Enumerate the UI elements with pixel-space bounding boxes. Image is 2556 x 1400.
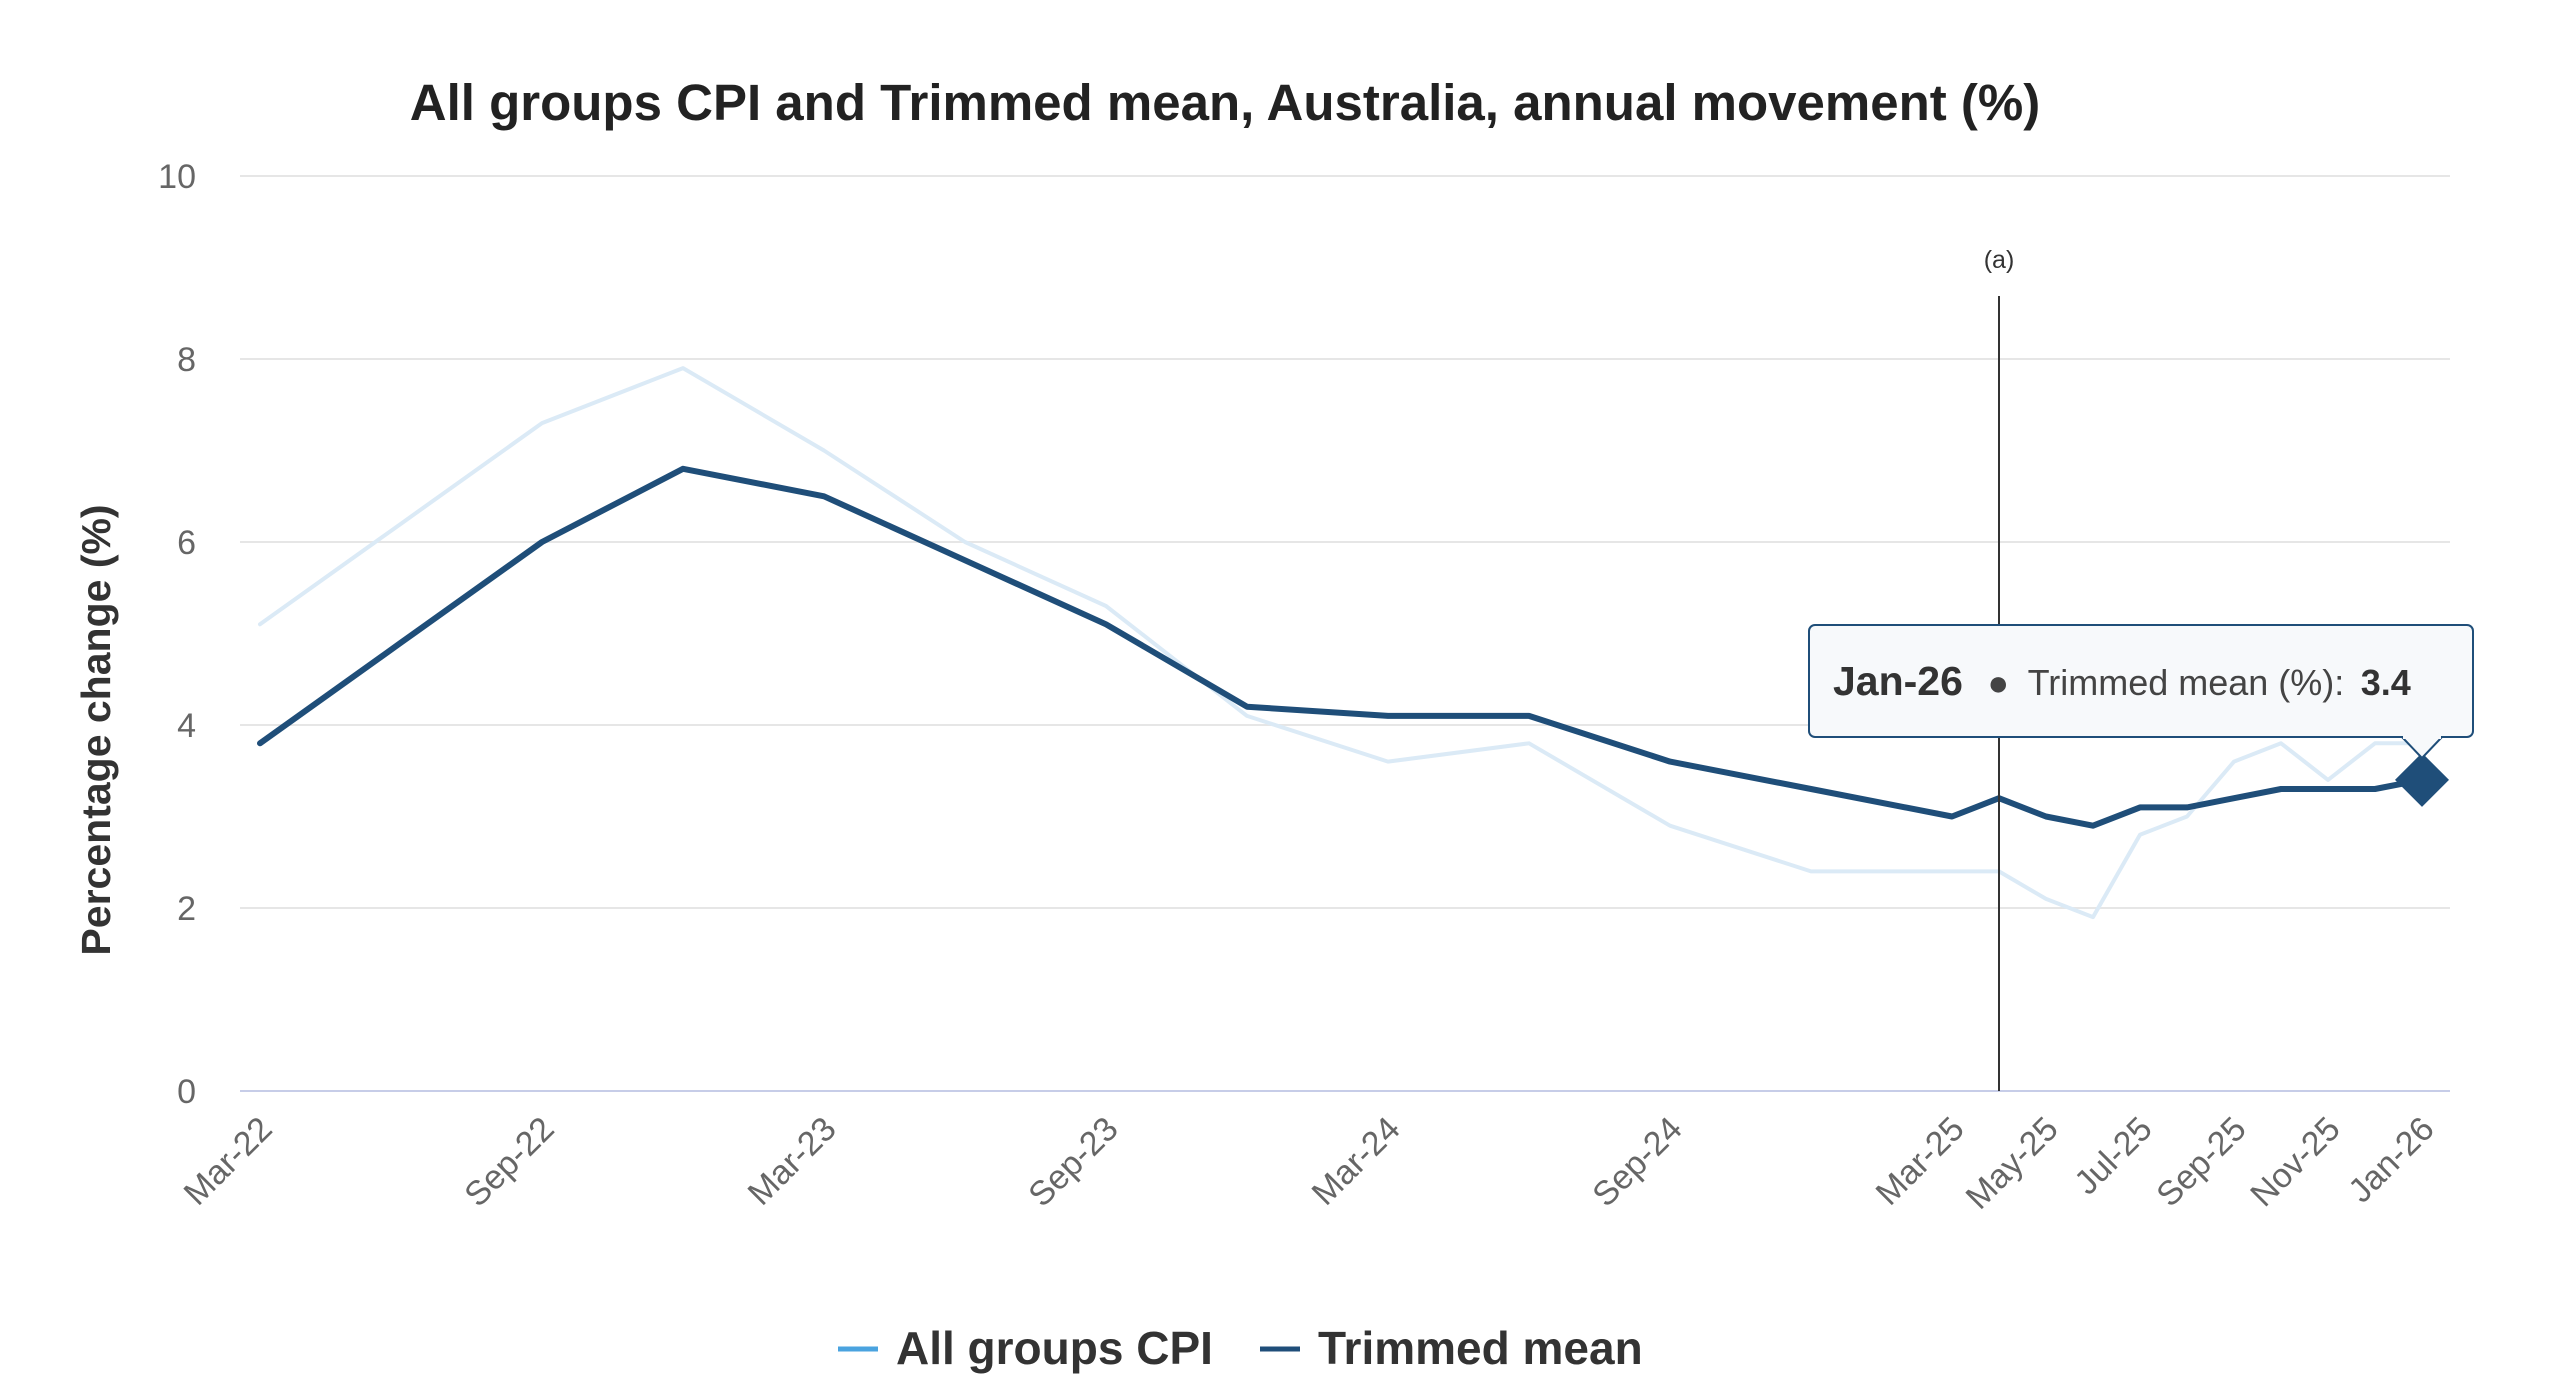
series-line-all-groups-cpi: [258, 366, 2424, 920]
x-axis-ticks: Mar-22 Sep-22 Mar-23 Sep-23 Mar-24 Sep-24 Mar-…: [177, 1110, 2442, 1217]
y-tick-label-8: 8: [177, 341, 196, 379]
y-tick-label-2: 2: [177, 890, 196, 928]
x-tick-label-Sep-25: Sep-25: [2149, 1110, 2253, 1214]
y-tick-label-10: 10: [158, 158, 196, 196]
x-tick-label-Sep-23: Sep-23: [1021, 1110, 1125, 1214]
legend-item-all-groups-cpi[interactable]: All groups CPI: [838, 1322, 1213, 1374]
x-tick-label-May-25: May-25: [1959, 1110, 2066, 1217]
y-axis-ticks: 0 2 4 6 8 10: [158, 158, 196, 1111]
legend-label-all-groups-cpi: All groups CPI: [896, 1322, 1213, 1374]
legend: All groups CPI Trimmed mean: [838, 1322, 1643, 1374]
x-tick-label-Sep-24: Sep-24: [1585, 1110, 1689, 1214]
annotation-label: (a): [1984, 246, 2015, 274]
chart-title: All groups CPI and Trimmed mean, Austral…: [410, 74, 2040, 131]
series-line-trimmed-mean: [257, 465, 2425, 829]
x-tick-label-Mar-24: Mar-24: [1305, 1110, 1408, 1213]
hover-marker: [2395, 752, 2449, 807]
hover-marker-diamond: [2395, 752, 2449, 807]
tooltip-bullet: ●: [1987, 662, 2009, 703]
tooltip-value: 3.4: [2361, 662, 2411, 703]
legend-item-trimmed-mean[interactable]: Trimmed mean: [1260, 1322, 1643, 1374]
tooltip-series-label: Trimmed mean (%):: [2028, 662, 2345, 703]
tooltip: Jan-26 ● Trimmed mean (%): 3.4: [1808, 624, 2474, 760]
x-tick-label-Mar-25: Mar-25: [1869, 1110, 1972, 1213]
x-tick-label-Nov-25: Nov-25: [2243, 1110, 2347, 1214]
x-tick-label-Mar-23: Mar-23: [741, 1110, 844, 1213]
gridlines: [240, 175, 2450, 909]
y-tick-label-0: 0: [177, 1073, 196, 1111]
legend-label-trimmed-mean: Trimmed mean: [1318, 1322, 1643, 1374]
x-tick-label-Jul-25: Jul-25: [2067, 1110, 2159, 1202]
tooltip-content: Jan-26 ● Trimmed mean (%): 3.4: [1833, 658, 2411, 704]
x-tick-label-Mar-22: Mar-22: [177, 1110, 280, 1213]
tooltip-box: [1808, 624, 2474, 738]
x-tick-label-Jan-26: Jan-26: [2341, 1110, 2441, 1210]
tooltip-pointer-cover: [2403, 733, 2441, 739]
y-tick-label-4: 4: [177, 707, 196, 745]
y-tick-label-6: 6: [177, 524, 196, 562]
series-lines: [257, 366, 2425, 920]
y-axis-label: Percentage change (%): [73, 504, 119, 955]
tooltip-date: Jan-26: [1833, 658, 1963, 704]
x-tick-label-Sep-22: Sep-22: [457, 1110, 561, 1214]
tooltip-pointer: [2399, 736, 2445, 760]
